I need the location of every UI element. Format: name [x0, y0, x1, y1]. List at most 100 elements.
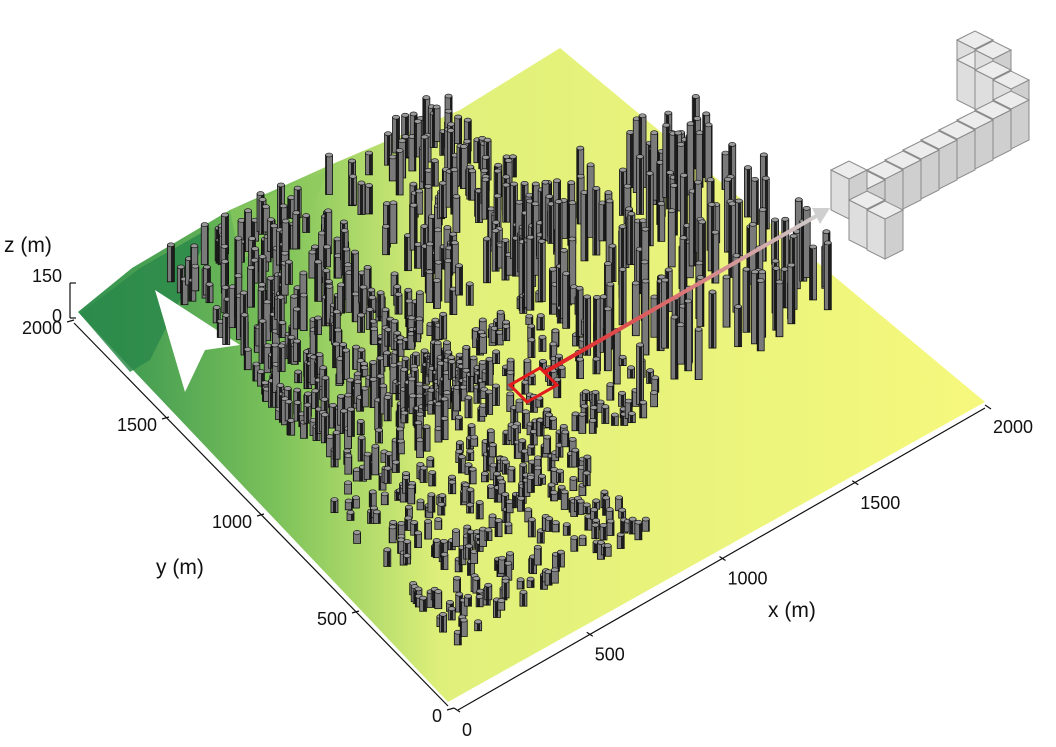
building [422, 424, 431, 452]
building [478, 317, 487, 336]
building [639, 400, 648, 419]
building [365, 183, 373, 215]
building [244, 208, 252, 252]
building [430, 158, 439, 187]
building [627, 411, 636, 424]
building [497, 479, 506, 495]
building [742, 266, 751, 333]
building [414, 530, 422, 548]
building [407, 484, 416, 505]
building [823, 240, 832, 311]
x-tick-mark [719, 556, 726, 561]
building [439, 180, 447, 218]
inset-mesh-face [955, 30, 995, 50]
building [453, 629, 462, 646]
building [525, 313, 534, 325]
building [481, 177, 490, 220]
building [439, 612, 448, 633]
building [365, 150, 373, 176]
building [388, 524, 397, 544]
y-tick-mark [351, 610, 360, 614]
building [432, 538, 441, 559]
building [437, 502, 446, 516]
inset-mesh-face [973, 40, 1013, 60]
building [485, 389, 494, 415]
y-tick-label: 0 [432, 706, 442, 726]
building [549, 416, 557, 430]
building [384, 327, 393, 347]
building [634, 519, 643, 541]
building [376, 290, 385, 318]
building [353, 530, 361, 544]
building [439, 311, 448, 340]
building [589, 405, 598, 428]
building [561, 429, 570, 448]
building [243, 347, 252, 371]
building [448, 479, 457, 495]
building [277, 343, 286, 372]
building [424, 519, 433, 540]
building [394, 292, 403, 315]
building [468, 466, 477, 485]
building [650, 390, 659, 408]
building [452, 194, 461, 233]
inset-building-mesh [829, 30, 1031, 260]
building [320, 412, 329, 444]
building [590, 507, 599, 520]
building [809, 244, 817, 301]
building [645, 171, 654, 247]
building [529, 429, 538, 446]
building [510, 424, 519, 446]
building [450, 240, 459, 274]
inset-mesh-face [991, 70, 1031, 90]
building [433, 278, 441, 309]
building [400, 410, 409, 424]
building [636, 154, 644, 215]
building [293, 338, 301, 362]
building [506, 391, 515, 412]
building [704, 122, 713, 183]
building [484, 582, 493, 601]
building [382, 224, 391, 256]
building [618, 267, 627, 326]
building [468, 168, 477, 201]
z-axis-label: z (m) [4, 234, 52, 257]
building [557, 365, 566, 379]
building [368, 489, 377, 508]
building [314, 315, 322, 335]
building [450, 167, 459, 215]
building [497, 598, 506, 611]
building [751, 269, 759, 345]
inset-mesh-face [901, 140, 941, 160]
y-tick-mark [446, 707, 455, 711]
building [527, 337, 536, 358]
building [425, 269, 434, 303]
building [578, 411, 587, 434]
building [756, 278, 765, 352]
building [454, 414, 463, 431]
building [479, 403, 488, 417]
building [627, 365, 636, 379]
building [292, 210, 301, 250]
building [536, 313, 545, 331]
building [686, 121, 695, 196]
inset-mesh-face [955, 110, 995, 130]
building [502, 324, 511, 342]
building [458, 454, 466, 474]
building [360, 385, 369, 408]
building [410, 367, 419, 384]
building [464, 395, 473, 419]
building [758, 207, 767, 262]
building [349, 174, 357, 206]
building [369, 360, 378, 380]
building [676, 322, 685, 365]
building [582, 470, 591, 487]
building [537, 238, 546, 302]
building [427, 492, 436, 513]
inset-mesh-face [865, 200, 905, 220]
connector-arrowhead [812, 208, 830, 224]
inset-mesh-face [973, 60, 1013, 80]
building [314, 259, 323, 302]
building [372, 509, 381, 524]
building [403, 553, 411, 565]
